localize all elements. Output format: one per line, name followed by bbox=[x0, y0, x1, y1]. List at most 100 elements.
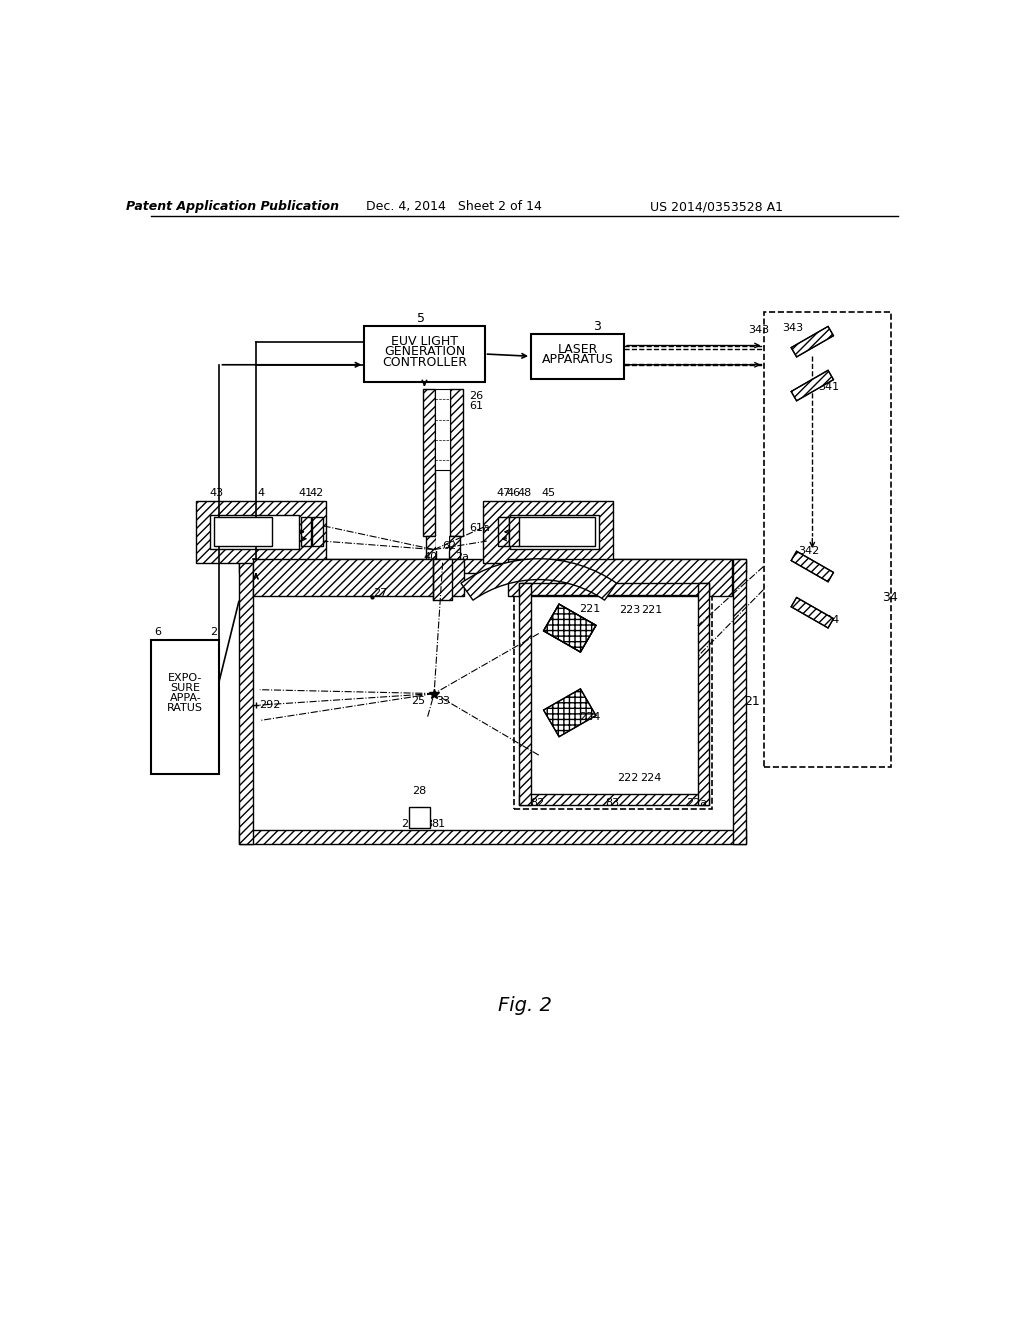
Text: 21: 21 bbox=[744, 694, 760, 708]
Bar bbox=[436, 536, 449, 552]
Text: 33: 33 bbox=[436, 696, 451, 706]
Bar bbox=[510, 515, 599, 549]
Text: SURE: SURE bbox=[170, 684, 201, 693]
Text: Patent Application Publication: Patent Application Publication bbox=[126, 201, 339, 214]
Text: 4: 4 bbox=[258, 488, 265, 499]
Text: 23: 23 bbox=[400, 818, 415, 829]
Bar bbox=[508, 558, 732, 595]
Bar bbox=[152, 640, 219, 775]
Bar bbox=[253, 573, 732, 830]
Text: 2a: 2a bbox=[455, 552, 469, 562]
Text: 26: 26 bbox=[469, 391, 483, 400]
Text: EUV LIGHT: EUV LIGHT bbox=[391, 335, 458, 348]
Text: APPARATUS: APPARATUS bbox=[542, 352, 613, 366]
Text: 43: 43 bbox=[209, 488, 223, 499]
Text: 40: 40 bbox=[423, 552, 437, 562]
Text: 83: 83 bbox=[606, 797, 620, 808]
Bar bbox=[531, 595, 697, 793]
Bar bbox=[214, 517, 272, 546]
Text: GENERATION: GENERATION bbox=[384, 345, 465, 358]
Bar bbox=[197, 502, 327, 562]
Bar bbox=[239, 558, 746, 573]
Text: 3: 3 bbox=[593, 319, 601, 333]
Text: CONTROLLER: CONTROLLER bbox=[382, 356, 467, 370]
Text: 6: 6 bbox=[154, 627, 161, 638]
Text: US 2014/0353528 A1: US 2014/0353528 A1 bbox=[650, 201, 783, 214]
Bar bbox=[409, 807, 430, 829]
Text: EXPO-: EXPO- bbox=[168, 673, 203, 684]
Bar bbox=[483, 502, 613, 562]
Text: 82: 82 bbox=[530, 797, 545, 808]
Bar bbox=[449, 536, 460, 562]
Bar bbox=[764, 313, 891, 767]
Wedge shape bbox=[461, 558, 616, 601]
Text: 25: 25 bbox=[412, 696, 426, 706]
Text: APPA-: APPA- bbox=[170, 693, 202, 704]
Text: 223: 223 bbox=[620, 606, 640, 615]
Text: RATUS: RATUS bbox=[167, 704, 204, 713]
Text: 221: 221 bbox=[641, 606, 663, 615]
Bar bbox=[514, 578, 712, 809]
Text: 27: 27 bbox=[373, 589, 387, 598]
Bar bbox=[433, 558, 452, 599]
Bar bbox=[423, 389, 435, 536]
Bar bbox=[519, 583, 531, 805]
Text: 5: 5 bbox=[417, 312, 425, 325]
Text: 22a: 22a bbox=[686, 797, 708, 808]
Bar bbox=[519, 583, 710, 595]
Bar bbox=[732, 558, 746, 843]
Text: 221: 221 bbox=[579, 603, 600, 614]
Text: 343: 343 bbox=[749, 325, 770, 335]
Text: 61: 61 bbox=[469, 401, 483, 412]
Text: 42: 42 bbox=[309, 488, 324, 499]
Text: 62: 62 bbox=[442, 541, 456, 550]
Text: 222: 222 bbox=[617, 774, 639, 783]
Polygon shape bbox=[544, 605, 596, 652]
Bar bbox=[426, 536, 436, 562]
Text: 341: 341 bbox=[818, 381, 840, 392]
Text: 81: 81 bbox=[431, 818, 445, 829]
Bar bbox=[301, 517, 311, 546]
Text: 81: 81 bbox=[413, 818, 426, 829]
Text: 343: 343 bbox=[782, 323, 804, 333]
Bar bbox=[518, 517, 595, 546]
Text: 47: 47 bbox=[497, 488, 511, 499]
Text: 21a: 21a bbox=[367, 574, 387, 583]
Bar bbox=[312, 517, 323, 546]
Bar bbox=[210, 515, 299, 549]
Bar bbox=[531, 334, 624, 379]
Text: 46: 46 bbox=[507, 488, 521, 499]
Text: 2: 2 bbox=[210, 627, 217, 638]
Bar bbox=[451, 389, 463, 536]
Text: 292: 292 bbox=[259, 700, 281, 710]
Text: Fig. 2: Fig. 2 bbox=[498, 995, 552, 1015]
Polygon shape bbox=[792, 326, 834, 356]
Text: 21b: 21b bbox=[261, 574, 283, 583]
Text: 23: 23 bbox=[419, 818, 433, 829]
Text: Dec. 4, 2014   Sheet 2 of 14: Dec. 4, 2014 Sheet 2 of 14 bbox=[366, 201, 542, 214]
Bar bbox=[697, 583, 710, 805]
Text: 34: 34 bbox=[882, 591, 898, 603]
Text: 61a: 61a bbox=[469, 523, 489, 533]
Bar bbox=[239, 830, 746, 843]
Text: 48: 48 bbox=[518, 488, 531, 499]
Bar bbox=[435, 389, 451, 470]
Text: 41: 41 bbox=[298, 488, 312, 499]
Polygon shape bbox=[792, 552, 834, 582]
Bar bbox=[519, 793, 710, 805]
Text: 28: 28 bbox=[413, 787, 427, 796]
Text: LASER: LASER bbox=[557, 343, 598, 356]
Text: 224: 224 bbox=[640, 774, 662, 783]
Polygon shape bbox=[544, 689, 596, 737]
Polygon shape bbox=[544, 605, 596, 652]
Bar bbox=[365, 326, 484, 381]
Bar bbox=[239, 558, 253, 843]
Text: 344: 344 bbox=[818, 615, 840, 626]
Bar bbox=[253, 558, 464, 595]
Polygon shape bbox=[792, 598, 834, 628]
Polygon shape bbox=[792, 371, 834, 401]
Text: 45: 45 bbox=[541, 488, 555, 499]
Text: 224: 224 bbox=[579, 711, 600, 722]
Bar bbox=[509, 517, 518, 546]
Text: 342: 342 bbox=[798, 546, 819, 556]
